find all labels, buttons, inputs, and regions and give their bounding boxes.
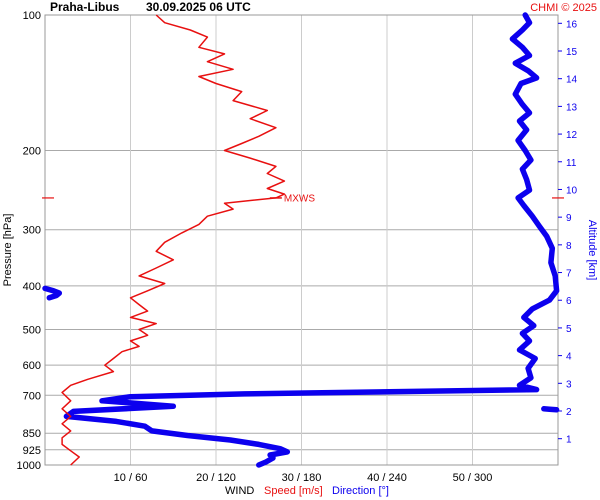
pressure-tick-label: 100 — [23, 10, 41, 22]
series-layer — [42, 12, 564, 468]
direction-profile-segment — [541, 406, 560, 413]
altitude-tick-label: 16 — [566, 19, 578, 30]
altitude-tick-label: 5 — [566, 324, 572, 335]
altitude-tick-label: 1 — [566, 435, 572, 446]
pressure-tick-labels: 100 200 300 400 500 600 700 850 925 1000 — [17, 10, 41, 472]
direction-profile-line — [63, 12, 560, 468]
altitude-tick-label: 8 — [566, 241, 572, 252]
altitude-tick-label: 9 — [566, 213, 572, 224]
wind-tick-label: 50 / 300 — [453, 472, 493, 484]
pressure-tick-label: 600 — [23, 360, 41, 372]
speed-caption: Speed [m/s] — [264, 485, 323, 497]
station-name: Praha-Libus — [50, 0, 120, 14]
wind-tick-label: 40 / 240 — [367, 472, 407, 484]
direction-profile-segment — [42, 285, 63, 301]
pressure-tick-label: 700 — [23, 390, 41, 402]
pressure-tick-label: 500 — [23, 325, 41, 337]
altitude-tick-label: 7 — [566, 269, 572, 280]
altitude-tick-label: 6 — [566, 296, 572, 307]
pressure-tick-label: 850 — [23, 428, 41, 440]
altitude-tick-label: 13 — [566, 102, 578, 113]
direction-caption: Direction [°] — [332, 485, 389, 497]
pressure-tick-label: 400 — [23, 281, 41, 293]
pressure-tick-label: 1000 — [17, 460, 41, 472]
altitude-tick-label: 15 — [566, 47, 578, 58]
altitude-tick-label: 2 — [566, 407, 572, 418]
plot-frame — [44, 14, 559, 466]
wind-tick-label: 20 / 120 — [196, 472, 236, 484]
pressure-axis-label: Pressure [hPa] — [2, 214, 14, 287]
altitude-axis-label: Altitude [km] — [586, 220, 598, 281]
copyright-label: CHMI © 2025 — [530, 2, 597, 14]
altitude-tick-label: 14 — [566, 75, 578, 86]
wind-tick-label: 30 / 180 — [282, 472, 322, 484]
altitude-tick-label: 11 — [566, 158, 577, 169]
pressure-tick-label: 300 — [23, 225, 41, 237]
altitude-tick-label: 10 — [566, 185, 578, 196]
speed-profile-line — [61, 14, 286, 466]
wind-caption: WIND — [225, 485, 254, 497]
wind-tick-label: 10 / 60 — [114, 472, 148, 484]
pressure-tick-label: 200 — [23, 145, 41, 157]
sounding-datetime: 30.09.2025 06 UTC — [146, 0, 251, 14]
max-wind-label: MXWS — [284, 193, 315, 204]
altitude-tick-label: 12 — [566, 130, 578, 141]
altitude-tick-label: 4 — [566, 352, 572, 363]
pressure-tick-label: 925 — [23, 445, 41, 457]
wind-tick-labels: 10 / 60 20 / 120 30 / 180 40 / 240 50 / 300 — [114, 472, 493, 484]
altitude-tick-label: 3 — [566, 379, 572, 390]
